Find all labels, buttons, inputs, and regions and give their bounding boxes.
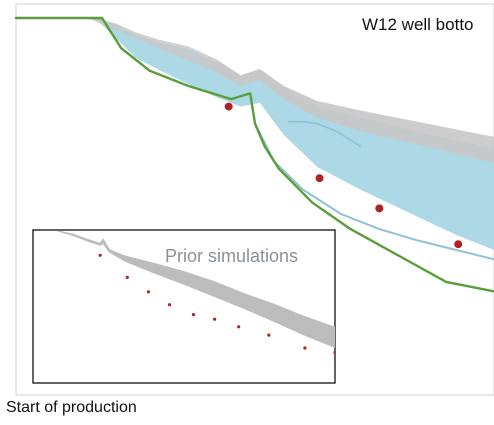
ensemble-envelope-trace [216, 62, 494, 145]
observation-point [213, 317, 217, 321]
ensemble-envelope-trace [216, 60, 494, 140]
observation-point [333, 351, 335, 355]
prior-lower-bound-line [14, 16, 494, 293]
posterior-envelope [87, 18, 494, 250]
observation-point [375, 204, 384, 213]
posterior-envelope-trace [87, 17, 494, 205]
main-plot [14, 16, 494, 293]
observation-point [237, 325, 241, 329]
inset-title: Prior simulations [165, 246, 298, 266]
observation-point [224, 102, 233, 111]
posterior-member-line [254, 122, 494, 261]
ensemble-envelope-trace [216, 61, 494, 143]
posterior-envelope-trace [87, 17, 494, 195]
posterior-member-line [287, 120, 362, 147]
observation-point [303, 346, 307, 350]
ensemble-envelope-trace [216, 71, 494, 162]
ensemble-envelope-trace [216, 65, 494, 150]
observation-point [125, 275, 129, 279]
observation-point [167, 303, 172, 307]
inset-frame [32, 229, 336, 384]
ensemble-envelope-trace [216, 66, 494, 152]
posterior-envelope-trace [87, 17, 494, 242]
observation-point [315, 174, 324, 183]
posterior-envelope-trace [87, 17, 494, 223]
observation-point [191, 313, 196, 317]
main-chart-title: W12 well botto [362, 15, 474, 34]
posterior-envelope-trace [87, 17, 494, 232]
observation-point [454, 240, 463, 249]
ensemble-envelope-trace [216, 68, 494, 157]
observation-point [146, 290, 150, 294]
posterior-envelope-trace [87, 17, 494, 186]
observation-point [267, 333, 271, 337]
ensemble-envelope-trace [216, 67, 494, 154]
inset-plot [57, 231, 335, 355]
observation-point [98, 253, 102, 257]
ensemble-envelope-trace [216, 63, 494, 147]
inset-plot-area [57, 231, 335, 355]
x-axis-label: Start of production [6, 399, 137, 416]
prior-envelope-trace [57, 231, 335, 347]
ensemble-envelope-trace [216, 69, 494, 159]
